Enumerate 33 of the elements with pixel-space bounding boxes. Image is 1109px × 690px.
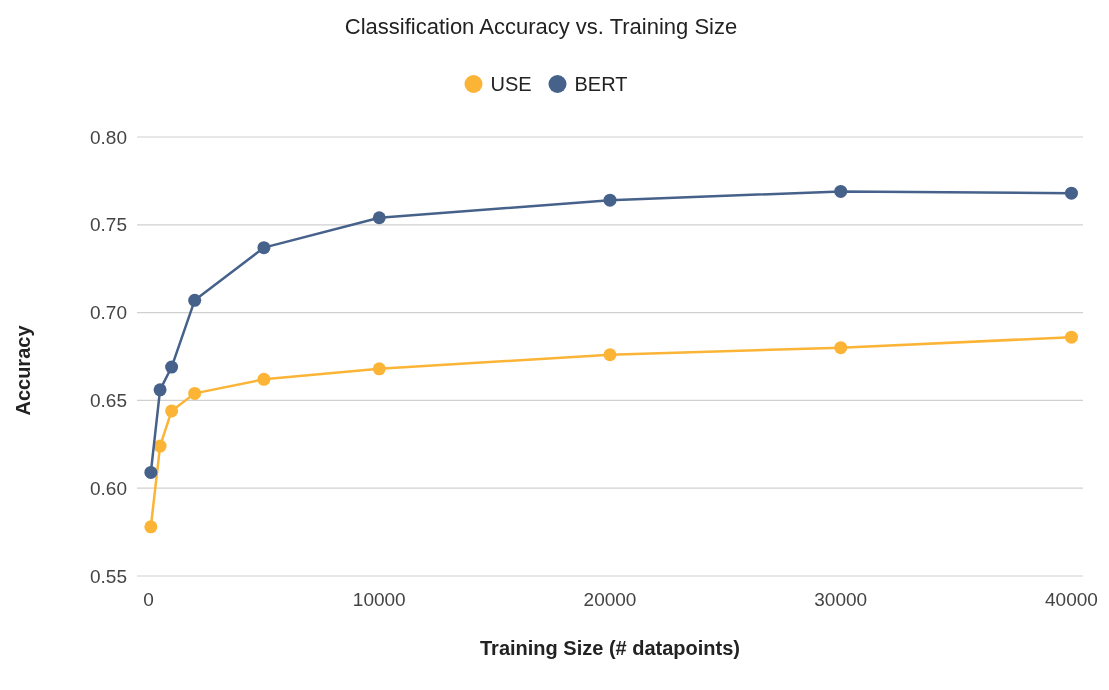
chart-title: Classification Accuracy vs. Training Size [344,14,738,39]
point [144,465,158,479]
x-tick-label: 20000 [583,589,637,610]
point [834,341,848,355]
point [188,386,202,400]
point [372,211,386,225]
x-tick-label: 10000 [352,589,406,610]
y-tick-label: 0.80 [90,126,127,148]
point [144,520,158,534]
point [603,193,617,207]
point [257,241,271,255]
point [165,360,179,374]
legend-label: USE [490,73,532,95]
point [165,404,179,418]
point [603,348,617,362]
y-tick-label: 0.75 [90,214,127,236]
y-tick-label: 0.70 [90,302,127,324]
point [257,372,271,386]
x-tick-label: 40000 [1045,589,1098,610]
x-tick-label: 30000 [814,589,868,610]
point [1064,186,1078,200]
point [834,184,848,198]
point [372,362,386,376]
point [188,293,202,307]
y-tick-label: 0.55 [90,565,127,587]
y-tick-label: 0.60 [90,477,127,499]
y-tick-label: 0.65 [90,390,127,412]
legend-label: BERT [574,73,628,95]
point [153,383,167,397]
x-axis-title: Training Size (# datapoints) [479,637,741,659]
point [1064,330,1078,344]
x-tick-label: 0 [143,589,154,610]
y-axis-title: Accuracy [12,324,34,416]
